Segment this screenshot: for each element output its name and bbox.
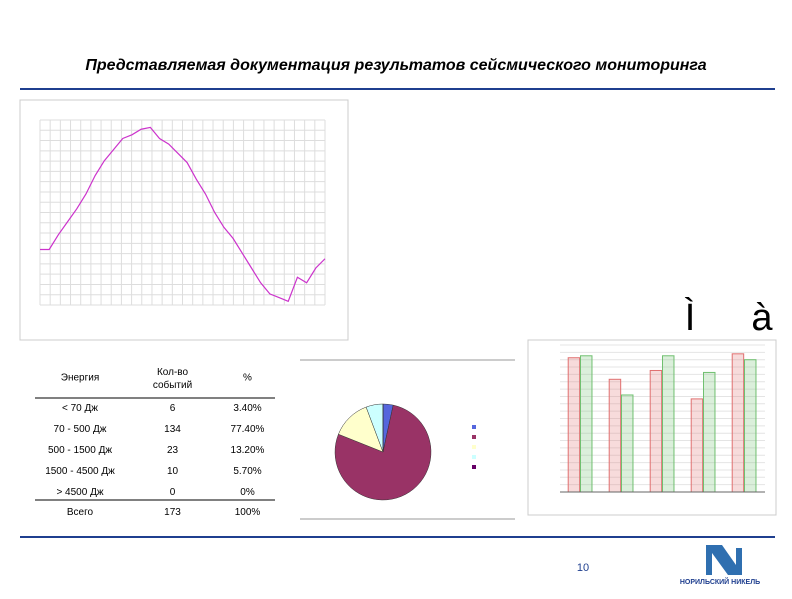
line <box>40 126 326 303</box>
table-cell: 5.70% <box>233 466 261 477</box>
table-header: Кол-во событий <box>153 367 192 391</box>
legend-swatch <box>472 455 476 459</box>
table-cell: > 4500 Дж <box>56 487 103 498</box>
table-cell: 10 <box>167 466 179 477</box>
table-cell: 70 - 500 Дж <box>54 424 107 435</box>
table-cell: 100% <box>235 507 261 518</box>
bar <box>731 353 745 493</box>
bar <box>703 371 716 493</box>
slide-title: Представляемая документация результатов … <box>85 57 706 74</box>
bar <box>580 355 593 493</box>
table-header: Энергия <box>61 373 99 384</box>
table-cell: 0 <box>170 487 176 498</box>
bar <box>662 355 675 493</box>
table-cell: 6 <box>170 403 176 414</box>
line-chart-frame <box>19 99 349 341</box>
table-cell: 134 <box>164 424 181 435</box>
legend-swatch <box>472 435 476 439</box>
bar <box>608 378 622 493</box>
table-cell: 500 - 1500 Дж <box>48 445 112 456</box>
bar <box>567 357 581 493</box>
bar <box>621 394 634 493</box>
bar <box>649 369 663 493</box>
bar-chart-frame <box>527 339 777 516</box>
logo-text: НОРИЛЬСКИЙ НИКЕЛЬ <box>680 577 760 586</box>
table-header: % <box>243 373 252 384</box>
legend-swatch <box>472 445 476 449</box>
legend-swatch <box>472 465 476 469</box>
table-cell: 1500 - 4500 Дж <box>45 466 115 477</box>
bar <box>690 398 704 493</box>
bar <box>744 359 757 493</box>
table-cell: 23 <box>167 445 179 456</box>
table-cell: 0% <box>240 487 255 498</box>
table-cell: 77.40% <box>231 424 265 435</box>
legend-swatch <box>472 425 476 429</box>
logo-icon <box>706 545 742 575</box>
table-cell: < 70 Дж <box>62 403 98 414</box>
table-cell: 3.40% <box>233 403 261 414</box>
glyph: Ì <box>685 296 696 339</box>
pie-slice <box>334 404 432 501</box>
page-number: 10 <box>577 562 589 574</box>
table-cell: 173 <box>164 507 181 518</box>
table: Энергия Кол-во событий% < 70 Дж 6 3.40% 70 - 5… <box>35 367 275 518</box>
glyph: à <box>751 297 773 339</box>
table-cell: Всего <box>67 507 94 518</box>
table-cell: 13.20% <box>231 445 265 456</box>
